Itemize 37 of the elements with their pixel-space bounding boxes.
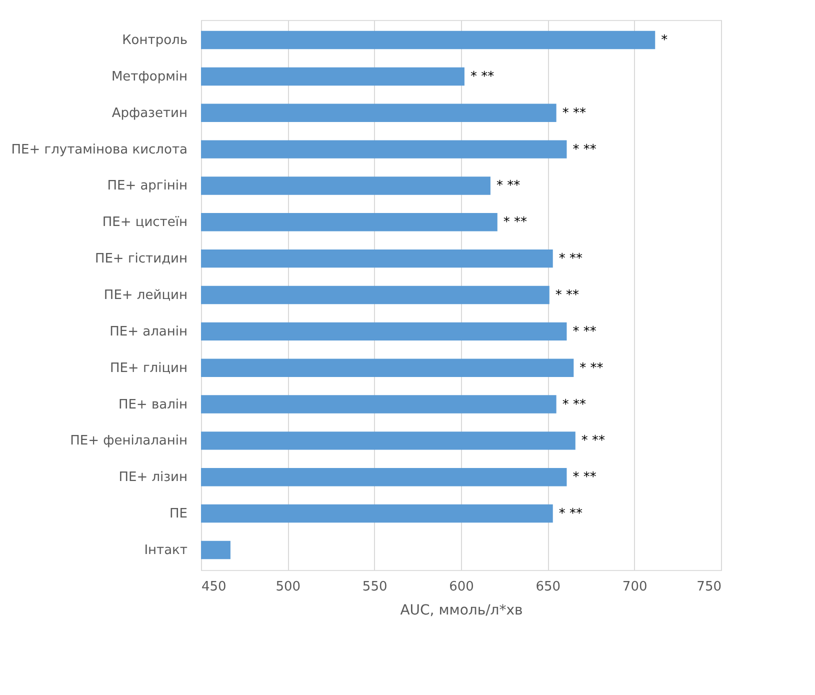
y-tick-label: ПЕ+ лізин <box>118 470 188 486</box>
y-tick-label: ПЕ+ аланін <box>110 324 188 340</box>
annotation: * ** <box>581 434 606 449</box>
annotation: * ** <box>503 215 528 230</box>
y-tick-label: Арфазетин <box>112 106 188 121</box>
y-tick-label: ПЕ+ фенілаланін <box>70 434 188 449</box>
annotation: * ** <box>580 360 604 376</box>
x-tick-label: 700 <box>622 580 648 594</box>
y-tick-label: ПЕ <box>170 506 188 522</box>
y-tick-label: ПЕ+ цистеїн <box>102 215 188 230</box>
annotation: * ** <box>558 252 583 267</box>
x-tick-label: 650 <box>536 580 561 594</box>
x-tick-label: 600 <box>449 580 474 594</box>
x-tick-label: 750 <box>696 580 722 594</box>
x-tick-label: 450 <box>202 580 226 594</box>
x-tick-label: 550 <box>362 580 388 594</box>
annotation: * ** <box>558 506 583 522</box>
y-tick-label: Інтакт <box>144 542 188 558</box>
y-tick-label: ПЕ+ аргінін <box>107 178 188 194</box>
y-tick-label: ПЕ+ валін <box>118 397 188 412</box>
annotation: * ** <box>572 324 597 340</box>
annotation: * <box>661 33 668 48</box>
annotation: * ** <box>562 106 586 121</box>
y-tick-label: ПЕ+ глутамінова кислота <box>11 142 188 158</box>
annotation: * ** <box>562 397 586 412</box>
annotation: * ** <box>572 142 597 158</box>
y-tick-label: Контроль <box>122 33 188 48</box>
x-axis-title: AUC, ммоль/л*хв <box>400 602 523 618</box>
y-tick-label: ПЕ+ гістидин <box>94 252 188 267</box>
x-tick-label: 500 <box>276 580 301 594</box>
annotation: * ** <box>470 69 495 84</box>
y-tick-label: ПЕ+ лейцин <box>104 288 188 303</box>
y-tick-label: Метформін <box>111 69 188 84</box>
annotation: * ** <box>496 178 521 194</box>
annotation: * ** <box>555 288 580 303</box>
annotation: * ** <box>572 470 597 486</box>
y-tick-label: ПЕ+ гліцин <box>110 360 188 376</box>
